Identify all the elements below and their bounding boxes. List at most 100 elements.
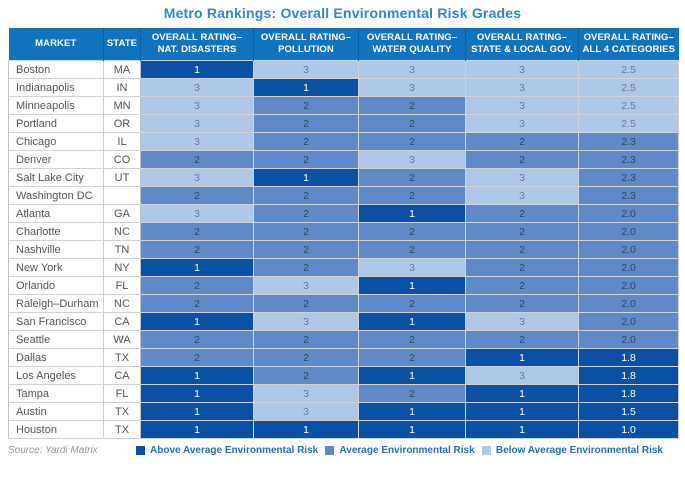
grade-cell-pollution: 1 (253, 168, 359, 187)
cell-state: GA (103, 204, 141, 223)
grade-cell-all_categories: 1.8 (578, 366, 679, 385)
column-header-water_quality: OVERALL RATING– WATER QUALITY (358, 28, 466, 61)
cell-state: TX (103, 420, 141, 439)
grade-cell-pollution: 2 (253, 132, 359, 151)
table-row: Seattle WA 2 2 2 2 2.0 (8, 330, 679, 349)
grade-cell-water_quality: 2 (358, 132, 466, 151)
table-row: Chicago IL 3 2 2 2 2.3 (8, 132, 679, 151)
grade-cell-state_local_gov: 3 (465, 78, 579, 97)
grade-cell-nat_disasters: 1 (140, 366, 254, 385)
cell-market: Austin (8, 402, 104, 421)
cell-state: NC (103, 222, 141, 241)
table-body: Boston MA 1 3 3 3 2.5 Indianapolis IN 3 1 3 3 2.5 Minn… (8, 60, 679, 439)
grade-cell-water_quality: 2 (358, 186, 466, 205)
grade-cell-water_quality: 2 (358, 330, 466, 349)
cell-state: OR (103, 114, 141, 133)
grade-cell-water_quality: 1 (358, 204, 466, 223)
grade-cell-all_categories: 2.5 (578, 114, 679, 133)
cell-market: Minneapolis (8, 96, 104, 115)
table-row: Orlando FL 2 3 1 2 2.0 (8, 276, 679, 295)
grade-cell-state_local_gov: 3 (465, 60, 579, 79)
grade-cell-pollution: 3 (253, 384, 359, 403)
grade-cell-pollution: 2 (253, 330, 359, 349)
cell-market: Washington DC (8, 186, 104, 205)
grade-cell-pollution: 1 (253, 420, 359, 439)
cell-market: Nashville (8, 240, 104, 259)
grade-cell-water_quality: 3 (358, 258, 466, 277)
grade-cell-state_local_gov: 2 (465, 132, 579, 151)
grade-cell-pollution: 3 (253, 402, 359, 421)
grade-cell-pollution: 2 (253, 240, 359, 259)
grade-cell-all_categories: 2.0 (578, 258, 679, 277)
cell-state (103, 186, 141, 205)
grade-cell-state_local_gov: 2 (465, 150, 579, 169)
grade-cell-water_quality: 1 (358, 276, 466, 295)
grade-cell-state_local_gov: 2 (465, 330, 579, 349)
grade-cell-pollution: 2 (253, 348, 359, 367)
cell-state: NY (103, 258, 141, 277)
grade-cell-nat_disasters: 1 (140, 402, 254, 421)
legend-item: Average Environmental Risk (325, 445, 475, 456)
cell-state: CA (103, 312, 141, 331)
cell-market: Indianapolis (8, 78, 104, 97)
grade-cell-nat_disasters: 1 (140, 420, 254, 439)
grade-cell-all_categories: 2.0 (578, 312, 679, 331)
grade-cell-pollution: 2 (253, 366, 359, 385)
column-header-state_local_gov: OVERALL RATING– STATE & LOCAL GOV. (465, 28, 579, 61)
cell-market: Dallas (8, 348, 104, 367)
table-row: Austin TX 1 3 1 1 1.5 (8, 402, 679, 421)
grade-cell-water_quality: 3 (358, 60, 466, 79)
table-row: Nashville TN 2 2 2 2 2.0 (8, 240, 679, 259)
cell-state: TX (103, 402, 141, 421)
grade-cell-all_categories: 2.3 (578, 168, 679, 187)
legend-item: Above Average Environmental Risk (136, 445, 318, 456)
grade-cell-water_quality: 2 (358, 96, 466, 115)
cell-market: New York (8, 258, 104, 277)
grade-cell-nat_disasters: 2 (140, 186, 254, 205)
grade-cell-nat_disasters: 2 (140, 330, 254, 349)
grade-cell-state_local_gov: 3 (465, 168, 579, 187)
grade-cell-nat_disasters: 2 (140, 240, 254, 259)
metro-rankings-table: Market State OVERALL RATING– NAT. DISASTERS… (8, 28, 679, 439)
grade-cell-nat_disasters: 2 (140, 150, 254, 169)
grade-cell-water_quality: 1 (358, 312, 466, 331)
grade-cell-nat_disasters: 2 (140, 294, 254, 313)
grade-cell-pollution: 1 (253, 78, 359, 97)
grade-cell-all_categories: 2.3 (578, 132, 679, 151)
cell-market: Los Angeles (8, 366, 104, 385)
grade-cell-all_categories: 2.3 (578, 150, 679, 169)
table-row: Salt Lake City UT 3 1 2 3 2.3 (8, 168, 679, 187)
grade-cell-pollution: 3 (253, 60, 359, 79)
grade-cell-all_categories: 2.0 (578, 276, 679, 295)
grade-cell-water_quality: 1 (358, 402, 466, 421)
cell-market: Atlanta (8, 204, 104, 223)
cell-state: TX (103, 348, 141, 367)
grade-cell-state_local_gov: 1 (465, 420, 579, 439)
grade-cell-nat_disasters: 1 (140, 312, 254, 331)
table-row: Portland OR 3 2 2 3 2.5 (8, 114, 679, 133)
grade-cell-state_local_gov: 2 (465, 222, 579, 241)
grade-cell-nat_disasters: 3 (140, 132, 254, 151)
table-row: Los Angeles CA 1 2 1 3 1.8 (8, 366, 679, 385)
cell-state: WA (103, 330, 141, 349)
grade-cell-all_categories: 2.0 (578, 330, 679, 349)
grade-cell-pollution: 3 (253, 312, 359, 331)
grade-cell-all_categories: 2.3 (578, 186, 679, 205)
legend-item: Below Average Environmental Risk (481, 445, 663, 456)
header-row: Market State OVERALL RATING– NAT. DISASTERS… (8, 28, 679, 61)
table-row: New York NY 1 2 3 2 2.0 (8, 258, 679, 277)
grade-cell-nat_disasters: 1 (140, 60, 254, 79)
table-row: Raleigh–Durham NC 2 2 2 2 2.0 (8, 294, 679, 313)
table-header: Market State OVERALL RATING– NAT. DISASTERS… (8, 28, 679, 61)
grade-cell-state_local_gov: 1 (465, 348, 579, 367)
legend-label: Above Average Environmental Risk (150, 445, 319, 456)
cell-market: Chicago (8, 132, 104, 151)
grade-cell-state_local_gov: 1 (465, 384, 579, 403)
grade-cell-water_quality: 2 (358, 168, 466, 187)
grade-cell-all_categories: 1.5 (578, 402, 679, 421)
grade-cell-water_quality: 3 (358, 78, 466, 97)
grade-cell-state_local_gov: 3 (465, 96, 579, 115)
cell-market: San Francisco (8, 312, 104, 331)
footer: Source: Yardi Matrix Above Average Envir… (8, 445, 677, 456)
grade-cell-state_local_gov: 2 (465, 240, 579, 259)
